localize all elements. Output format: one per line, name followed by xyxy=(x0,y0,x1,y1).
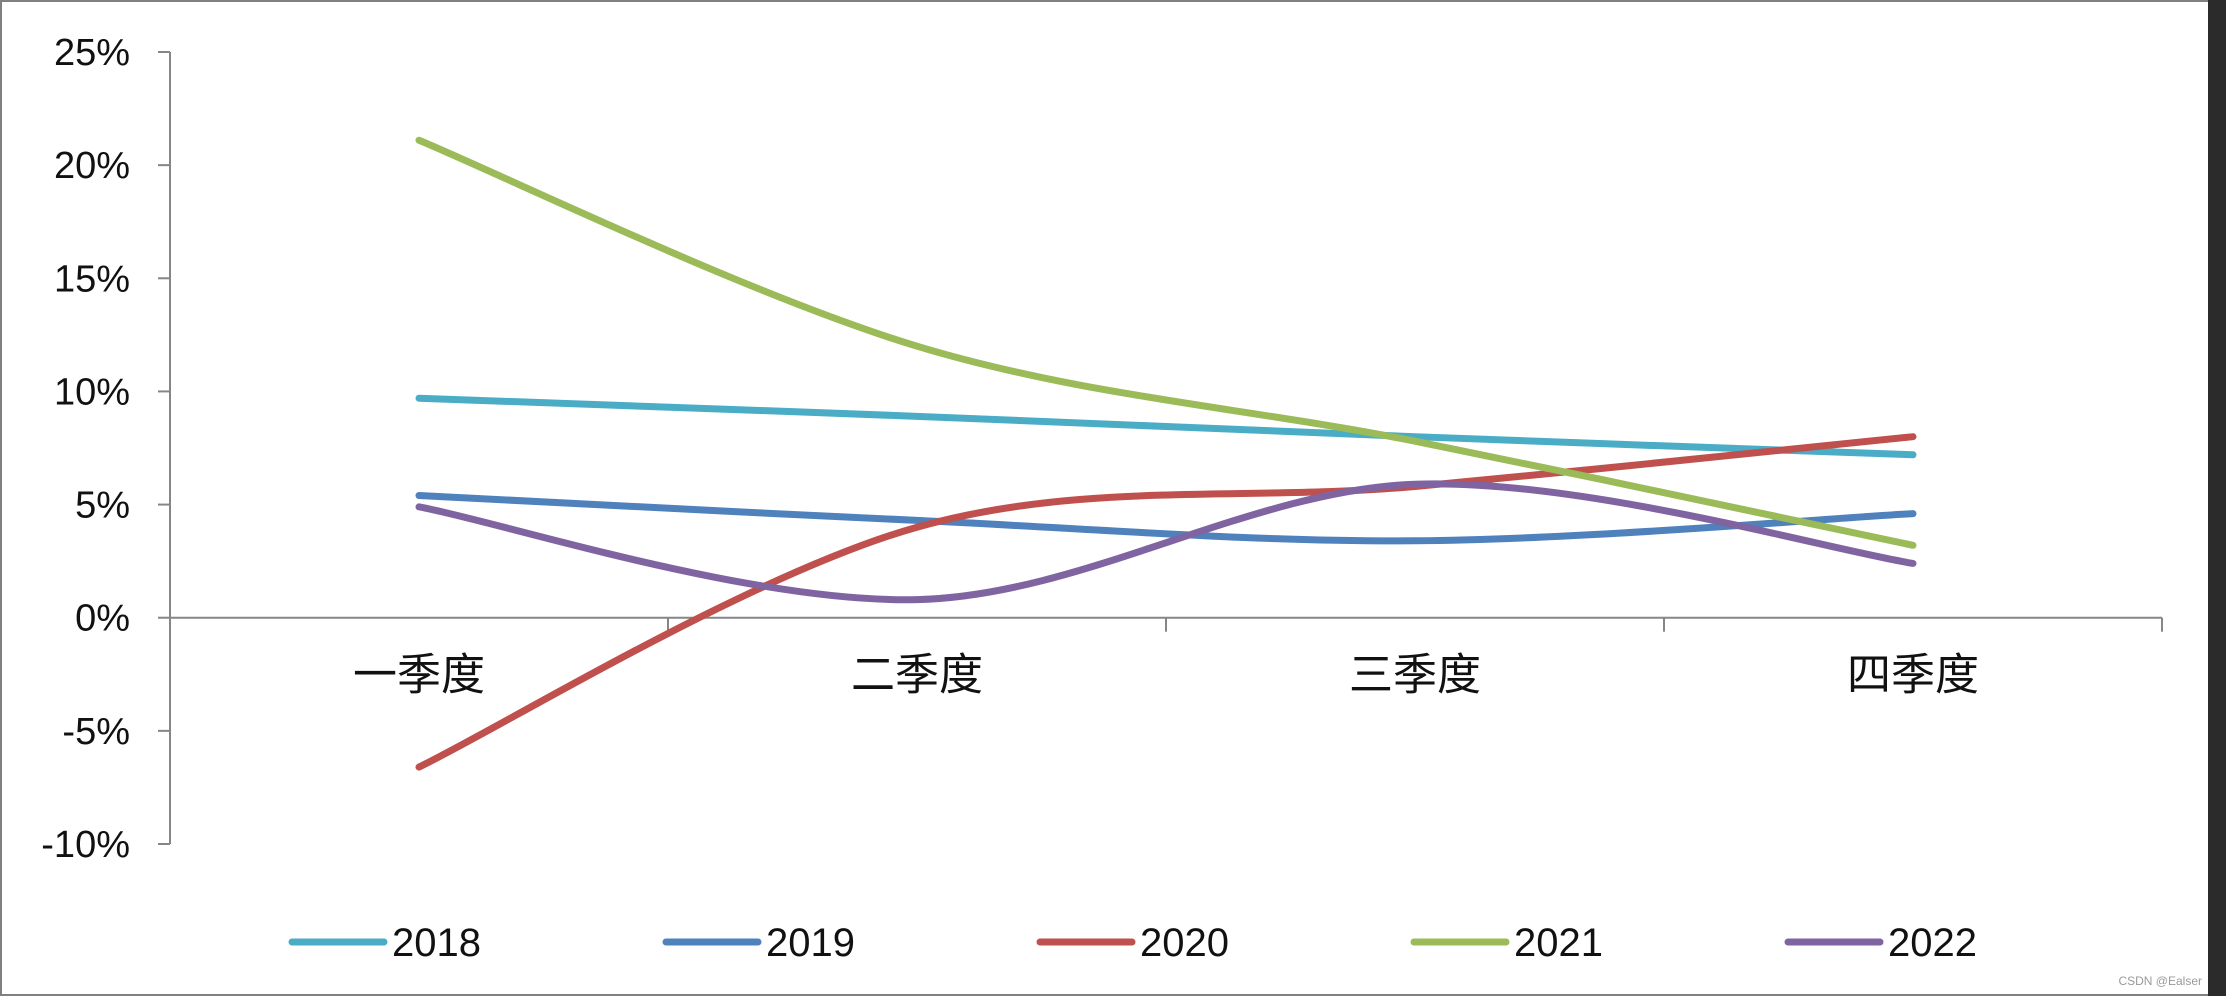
y-tick-label: 0% xyxy=(75,598,130,640)
axes xyxy=(158,51,2163,845)
legend: 2018 2019 2020 2021 2022 xyxy=(288,921,1977,965)
legend-label-2020: 2020 xyxy=(1140,921,1229,965)
legend-label-2021: 2021 xyxy=(1514,921,1603,965)
series-line-2020 xyxy=(415,433,1917,771)
window-edge xyxy=(2208,0,2226,996)
x-tick-label: 一季度 xyxy=(353,651,485,700)
x-tick-label: 二季度 xyxy=(851,651,983,700)
series-line-2022 xyxy=(415,480,1917,604)
series-lines xyxy=(415,136,1917,771)
x-tick-label: 三季度 xyxy=(1349,651,1481,700)
y-tick-label: 20% xyxy=(54,145,130,187)
watermark: CSDN @Ealser xyxy=(2118,974,2202,988)
y-tick-label: 10% xyxy=(54,371,130,413)
y-tick-labels: -10% -5% 0% 5% 10% 15% 20% 25% xyxy=(41,32,130,866)
legend-label-2018: 2018 xyxy=(392,921,481,965)
y-tick-label: -10% xyxy=(41,824,130,866)
series-line-2018 xyxy=(415,394,1917,459)
x-tick-label: 四季度 xyxy=(1847,651,1979,700)
series-line-2019 xyxy=(415,492,1917,545)
x-tick-labels: 一季度 二季度 三季度 四季度 xyxy=(353,651,1979,700)
y-tick-label: 15% xyxy=(54,258,130,300)
y-tick-label: 5% xyxy=(75,485,130,527)
y-tick-label: -5% xyxy=(62,711,130,753)
legend-label-2019: 2019 xyxy=(766,921,855,965)
legend-label-2022: 2022 xyxy=(1888,921,1977,965)
series-line-2021 xyxy=(415,136,1917,549)
y-tick-label: 25% xyxy=(54,32,130,74)
